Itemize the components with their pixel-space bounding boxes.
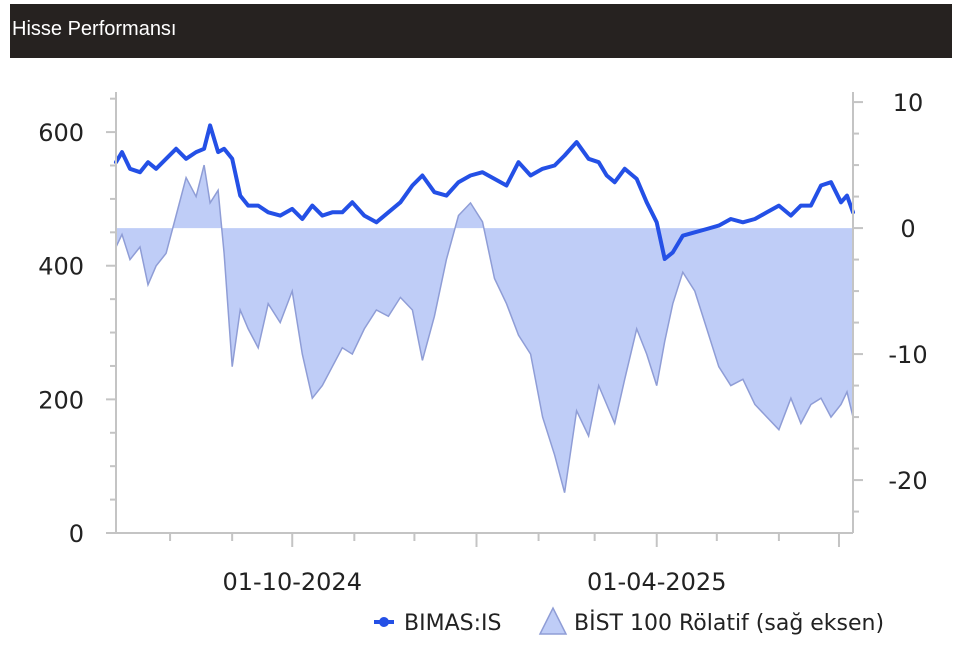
legend-line-marker [379,617,389,627]
legend: BIMAS:IS BİST 100 Rölatif (sağ eksen) [374,606,884,636]
header-bar: Hisse Performansı [10,4,952,58]
legend-label-bimas: BIMAS:IS [404,611,501,636]
right-tick-label: 10 [893,89,924,117]
legend-area-swatch [538,606,568,635]
x-tick-label: 01-04-2025 [587,568,726,596]
legend-label-bist: BİST 100 Rölatif (sağ eksen) [574,610,884,636]
right-tick-label: -10 [888,341,927,369]
left-tick-label: 0 [69,520,84,548]
axes-layer: 0 200 400 600 -20 -10 0 10 01-10-2024 01-04-2025 [38,89,927,596]
right-tick-label: 0 [900,215,915,243]
bimas-price-line [114,123,855,261]
price-line-layer [114,123,855,261]
relative-area-fill [116,165,853,493]
left-tick-label: 600 [38,119,84,147]
relative-area-layer [115,164,854,493]
left-tick-label: 400 [38,253,84,281]
x-tick-label: 01-10-2024 [222,568,361,596]
right-tick-label: -20 [888,467,927,495]
relative-area-outline [115,164,854,493]
chart-panel-title: Hisse Performansı [12,18,177,40]
left-tick-label: 200 [38,386,84,414]
